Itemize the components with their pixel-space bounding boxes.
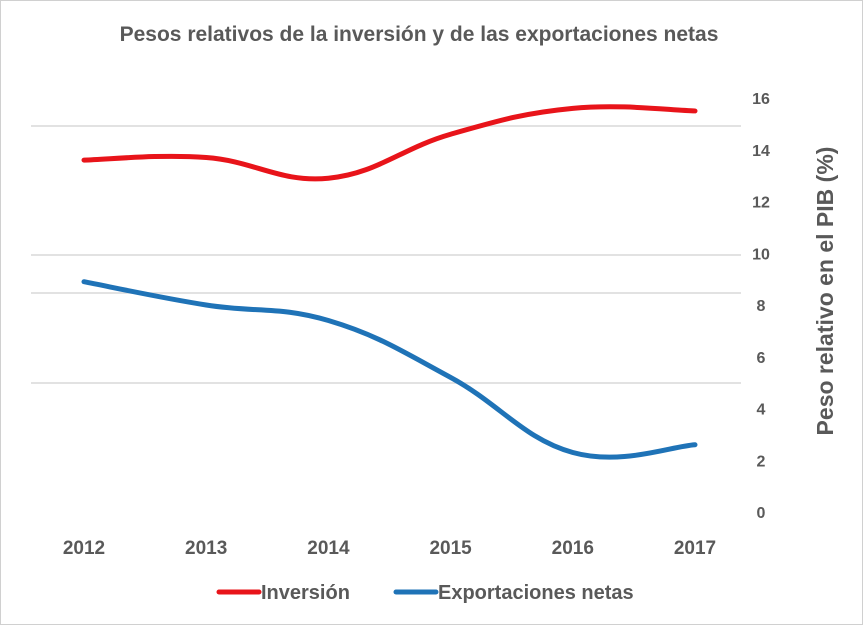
y-tick-label: 4 [757,402,766,419]
x-tick-label: 2017 [674,538,716,559]
y-tick-label: 12 [752,195,770,212]
y-axis-title: Peso relativo en el PIB (%) [812,147,838,436]
legend: Inversión Exportaciones netas [216,582,634,604]
y-tick-label: 10 [752,246,770,263]
y-tick-label: 6 [757,350,766,367]
x-tick-label: 2014 [307,538,350,559]
x-tick-label: 2012 [63,538,105,559]
y-axis-ticks: 0 2 4 6 8 10 12 14 16 [752,91,770,522]
series-lines [81,104,698,460]
y-tick-label: 8 [757,298,766,315]
y-tick-label: 14 [752,143,770,160]
x-tick-label: 2013 [185,538,227,559]
legend-label-inversion: Inversión [261,582,350,604]
y-tick-label: 16 [752,91,770,108]
y-tick-label: 2 [757,453,766,470]
chart-title: Pesos relativos de la inversión y de las… [120,23,719,46]
legend-label-exportaciones-netas: Exportaciones netas [438,582,634,604]
x-tick-label: 2015 [429,538,472,559]
x-axis-ticks: 2012 2013 2014 2015 2016 2017 [63,538,716,559]
x-tick-label: 2016 [552,538,594,559]
series-line-inversion [81,104,698,182]
y-tick-label: 0 [757,505,766,522]
series-line-exportaciones-netas [81,279,698,460]
